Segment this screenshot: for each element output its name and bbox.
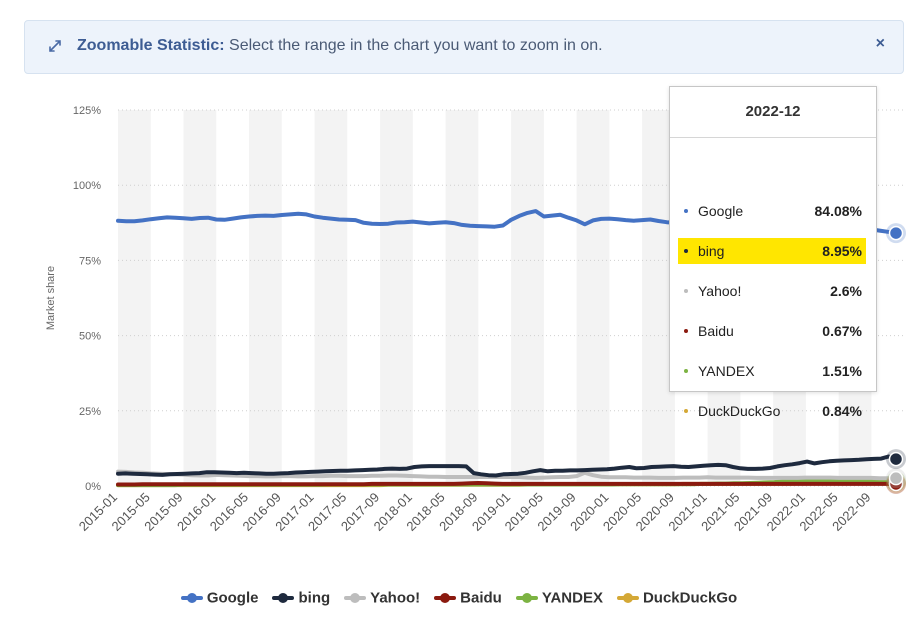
expand-icon — [49, 40, 61, 52]
tooltip-row: Yahoo! 2.6% — [678, 278, 866, 304]
y-tick-label: 25% — [79, 406, 101, 418]
series-dot-icon — [684, 249, 688, 253]
series-dot-icon — [684, 369, 688, 373]
chart-legend: Google bing Yahoo! Baidu YANDEX DuckDuckGo — [0, 589, 918, 609]
banner-title: Zoomable Statistic: — [77, 37, 225, 54]
tooltip-date: 2022-12 — [745, 103, 801, 120]
legend-item-yahoo-[interactable]: Yahoo! — [344, 589, 420, 607]
grid-band — [576, 110, 610, 486]
tooltip-divider — [670, 137, 876, 138]
legend-label: Google — [206, 589, 259, 607]
y-axis-label: Market share — [45, 266, 57, 330]
legend-label: bing — [298, 589, 331, 607]
y-tick-label: 75% — [79, 255, 101, 267]
tooltip-series-value: 0.84% — [822, 403, 862, 419]
tooltip-series-name: Yahoo! — [698, 283, 742, 299]
close-icon[interactable]: × — [875, 35, 885, 52]
tooltip-series-value: 1.51% — [822, 363, 862, 379]
y-tick-label: 100% — [73, 180, 101, 192]
tooltip-series-name: Google — [698, 203, 744, 219]
legend-item-bing[interactable]: bing — [272, 589, 330, 607]
series-line-bing — [116, 454, 898, 478]
tooltip-series-name: bing — [698, 243, 725, 259]
tooltip-series-name: Baidu — [698, 323, 734, 339]
tooltip-series-value: 0.67% — [822, 323, 862, 339]
series-dot-icon — [684, 409, 688, 413]
zoom-banner: Zoomable Statistic: Select the range in … — [24, 20, 904, 74]
legend-marker-icon — [616, 592, 639, 604]
grid-band — [380, 110, 413, 486]
legend-item-baidu[interactable]: Baidu — [434, 589, 502, 607]
series-dot-icon — [684, 209, 688, 213]
legend-marker-icon — [515, 592, 538, 604]
legend-item-yandex[interactable]: YANDEX — [515, 589, 603, 607]
tooltip-series-name: DuckDuckGo — [698, 403, 781, 419]
tooltip-row: DuckDuckGo 0.84% — [678, 398, 866, 424]
tooltip-row: Baidu 0.67% — [678, 318, 866, 344]
legend-marker-icon — [344, 592, 367, 604]
legend-label: Baidu — [460, 589, 502, 607]
y-tick-label: 0% — [85, 481, 101, 493]
grid-band — [445, 110, 479, 486]
series-line-yahoo- — [116, 469, 898, 481]
series-dot-icon — [684, 329, 688, 333]
series-line-baidu — [116, 481, 898, 487]
legend-label: Yahoo! — [370, 589, 421, 607]
tooltip-series-name: YANDEX — [698, 363, 755, 379]
hover-marker-google — [888, 225, 904, 241]
tooltip-row: YANDEX 1.51% — [678, 358, 866, 384]
legend-marker-icon — [434, 592, 457, 604]
banner-message: Select the range in the chart you want t… — [229, 37, 603, 54]
legend-label: YANDEX — [541, 589, 603, 607]
legend-label: DuckDuckGo — [642, 589, 738, 607]
y-tick-label: 125% — [73, 105, 101, 117]
series-dot-icon — [684, 289, 688, 293]
grid-band — [511, 110, 544, 486]
tooltip-series-value: 2.6% — [830, 283, 862, 299]
y-tick-label: 50% — [79, 331, 101, 343]
grid-band — [314, 110, 348, 486]
tooltip-row: bing 8.95% — [678, 238, 866, 264]
legend-item-google[interactable]: Google — [180, 589, 259, 607]
legend-marker-icon — [272, 592, 295, 604]
legend-item-duckduckgo[interactable]: DuckDuckGo — [616, 589, 738, 607]
grid-band — [183, 110, 217, 486]
tooltip-series-value: 84.08% — [814, 203, 862, 219]
hover-marker-bing — [888, 451, 904, 467]
chart-tooltip: 2022-12 Google 84.08% bing 8.95% Yahoo! 2.6% B… — [669, 86, 877, 419]
legend-marker-icon — [180, 592, 203, 604]
tooltip-series-value: 8.95% — [822, 243, 862, 259]
banner-text: Zoomable Statistic: Select the range in … — [77, 37, 603, 55]
grid-band — [118, 110, 151, 486]
tooltip-row: Google 84.08% — [678, 198, 866, 224]
hover-marker-yahoo- — [888, 470, 904, 486]
grid-band — [249, 110, 282, 486]
